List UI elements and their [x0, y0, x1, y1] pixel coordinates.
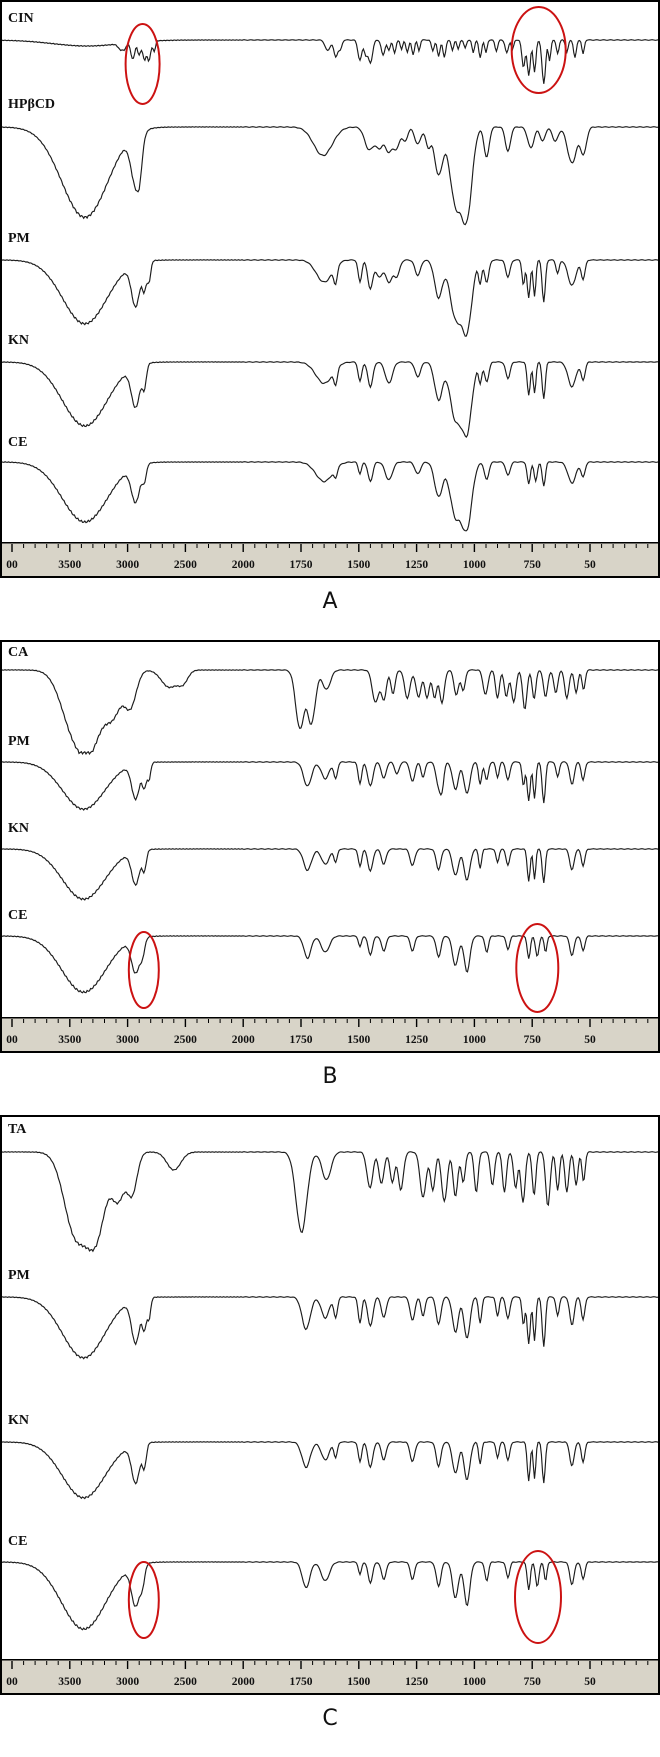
- x-tick-label: 1000: [463, 1676, 486, 1688]
- spectrum-PM: [2, 259, 658, 337]
- x-tick-label: 3500: [58, 1034, 81, 1046]
- spectrum-TA: [2, 1151, 658, 1253]
- x-tick-label: 50: [584, 1034, 596, 1046]
- panel-caption-c: C: [322, 1705, 338, 1731]
- spectra-plot-C: TA PM KN CE 00 3500 3000 2500 2000 1750 1500 1250 10…: [2, 1117, 658, 1693]
- x-tick-label: 1750: [290, 1676, 313, 1688]
- x-tick-label: 750: [524, 559, 542, 571]
- trace-label-CE: CE: [8, 435, 27, 450]
- trace-label-TA: TA: [8, 1122, 27, 1137]
- x-tick-label: 750: [524, 1676, 542, 1688]
- spectrum-PM: [2, 761, 658, 811]
- spectra-plot-A: CIN HPβCD PM KN CE 00 3500 3000 2500 2000 1750 1500…: [2, 2, 658, 576]
- x-tick-label: 3500: [58, 559, 81, 571]
- highlight-ellipse: [510, 6, 567, 94]
- spectrum-CA: [2, 669, 658, 755]
- spectrum-PM: [2, 1296, 658, 1360]
- x-tick-label: 1250: [405, 1676, 428, 1688]
- x-tick-label: 1500: [347, 559, 370, 571]
- spectrum-KN: [2, 848, 658, 901]
- trace-label-CE: CE: [8, 1534, 27, 1549]
- panel-a-block: CIN HPβCD PM KN CE 00 3500 3000 2500 2000 1750 1500…: [0, 0, 660, 618]
- wavenumber-ruler: 00 3500 3000 2500 2000 1750 1500 1250 1000 750 50: [2, 1659, 658, 1693]
- x-tick-label: 1750: [290, 1034, 313, 1046]
- spectrum-CIN: [2, 39, 658, 84]
- panel-c-block: TA PM KN CE 00 3500 3000 2500 2000 1750 1500 1250 10…: [0, 1115, 660, 1735]
- spectra-panel-a: CIN HPβCD PM KN CE 00 3500 3000 2500 2000 1750 1500…: [0, 0, 660, 578]
- spectra-panel-b: CA PM KN CE 00 3500 3000 2500 2000 1750 1500 1250 10…: [0, 640, 660, 1053]
- x-tick-label: 00: [6, 1676, 18, 1688]
- spectra-plot-B: CA PM KN CE 00 3500 3000 2500 2000 1750 1500 1250 10…: [2, 642, 658, 1051]
- highlight-ellipse: [514, 1550, 562, 1644]
- x-tick-label: 2000: [232, 1034, 255, 1046]
- panel-c-plot: TA PM KN CE 00 3500 3000 2500 2000 1750 1500 1250 10…: [2, 1117, 658, 1693]
- highlight-ellipse: [127, 931, 160, 1009]
- trace-label-PM: PM: [8, 1268, 30, 1283]
- panel-a-plot: CIN HPβCD PM KN CE 00 3500 3000 2500 2000 1750 1500…: [2, 2, 658, 576]
- x-tick-label: 2000: [232, 559, 255, 571]
- highlight-ellipse: [127, 1561, 160, 1639]
- spectrum-HPβCD: [2, 126, 658, 226]
- x-tick-label: 1250: [405, 559, 428, 571]
- x-tick-label: 3000: [116, 1034, 139, 1046]
- x-tick-label: 1000: [463, 559, 486, 571]
- x-tick-label: 2000: [232, 1676, 255, 1688]
- x-tick-label: 2500: [174, 1034, 197, 1046]
- wavenumber-ruler: 00 3500 3000 2500 2000 1750 1500 1250 1000 750 50: [2, 542, 658, 576]
- spectrum-KN: [2, 361, 658, 439]
- x-tick-label: 2500: [174, 559, 197, 571]
- spectrum-CE: [2, 1561, 658, 1631]
- x-tick-label: 50: [584, 1676, 596, 1688]
- trace-label-KN: KN: [8, 1413, 29, 1428]
- x-tick-label: 750: [524, 1034, 542, 1046]
- spectrum-KN: [2, 1441, 658, 1500]
- panel-b-plot: CA PM KN CE 00 3500 3000 2500 2000 1750 1500 1250 10…: [2, 642, 658, 1051]
- x-tick-label: 50: [584, 559, 596, 571]
- x-tick-label: 1500: [347, 1676, 370, 1688]
- x-tick-label: 3000: [116, 559, 139, 571]
- trace-label-PM: PM: [8, 231, 30, 246]
- trace-label-CA: CA: [8, 645, 29, 660]
- trace-label-CIN: CIN: [8, 11, 34, 26]
- x-tick-label: 2500: [174, 1676, 197, 1688]
- x-tick-label: 1250: [405, 1034, 428, 1046]
- trace-label-KN: KN: [8, 821, 29, 836]
- spectra-panel-c: TA PM KN CE 00 3500 3000 2500 2000 1750 1500 1250 10…: [0, 1115, 660, 1695]
- panel-caption-a: A: [322, 588, 338, 614]
- x-tick-label: 3000: [116, 1676, 139, 1688]
- x-tick-label: 1500: [347, 1034, 370, 1046]
- trace-label-PM: PM: [8, 734, 30, 749]
- x-tick-label: 00: [6, 1034, 18, 1046]
- panel-b-block: CA PM KN CE 00 3500 3000 2500 2000 1750 1500 1250 10…: [0, 640, 660, 1093]
- x-tick-label: 3500: [58, 1676, 81, 1688]
- wavenumber-ruler: 00 3500 3000 2500 2000 1750 1500 1250 1000 750 50: [2, 1017, 658, 1051]
- highlight-ellipse: [515, 923, 560, 1013]
- spectrum-CE: [2, 935, 658, 994]
- x-tick-label: 1000: [463, 1034, 486, 1046]
- highlight-ellipse: [124, 23, 161, 105]
- x-tick-label: 00: [6, 559, 18, 571]
- trace-label-HPβCD: HPβCD: [8, 97, 55, 112]
- x-tick-label: 1750: [290, 559, 313, 571]
- panel-caption-b: B: [322, 1063, 338, 1089]
- spectrum-CE: [2, 461, 658, 532]
- trace-label-KN: KN: [8, 333, 29, 348]
- trace-label-CE: CE: [8, 908, 27, 923]
